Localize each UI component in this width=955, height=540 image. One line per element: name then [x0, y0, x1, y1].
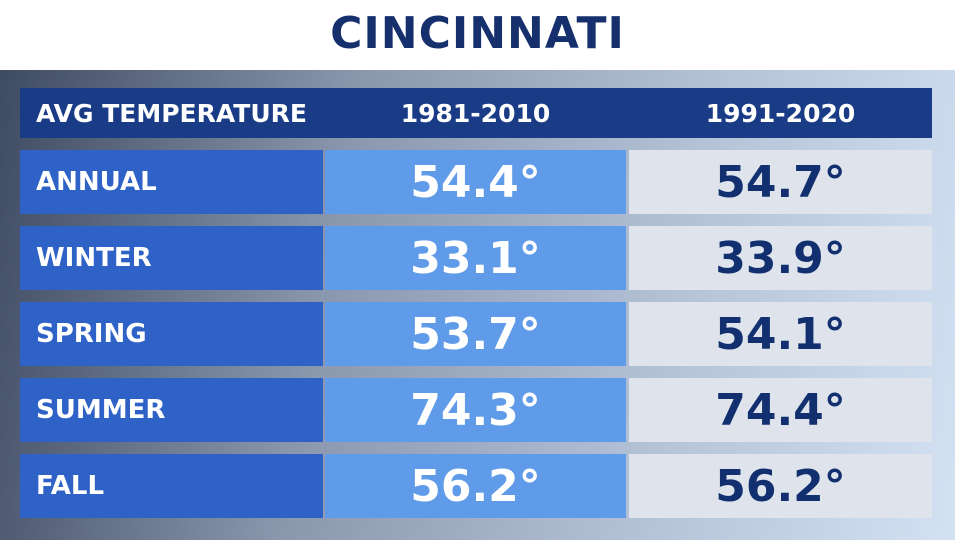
title: CINCINNATI [330, 8, 625, 59]
row-label: FALL [20, 454, 323, 518]
temperature-value: 56.2° [325, 454, 626, 518]
temperature-value: 74.3° [325, 378, 626, 442]
row-label: SPRING [20, 302, 323, 366]
title-band: CINCINNATI [0, 0, 955, 70]
row-label: WINTER [20, 226, 323, 290]
temperature-value: 74.4° [629, 378, 932, 442]
temperature-value: 33.9° [629, 226, 932, 290]
column-header: 1981-2010 [325, 88, 626, 138]
temperature-value: 54.4° [325, 150, 626, 214]
temperature-value: 54.1° [629, 302, 932, 366]
row-label: ANNUAL [20, 150, 323, 214]
column-header: 1991-2020 [629, 88, 932, 138]
temperature-value: 33.1° [325, 226, 626, 290]
temperature-value: 56.2° [629, 454, 932, 518]
temperature-value: 54.7° [629, 150, 932, 214]
temperature-value: 53.7° [325, 302, 626, 366]
row-label: SUMMER [20, 378, 323, 442]
column-header: AVG TEMPERATURE [20, 88, 323, 138]
